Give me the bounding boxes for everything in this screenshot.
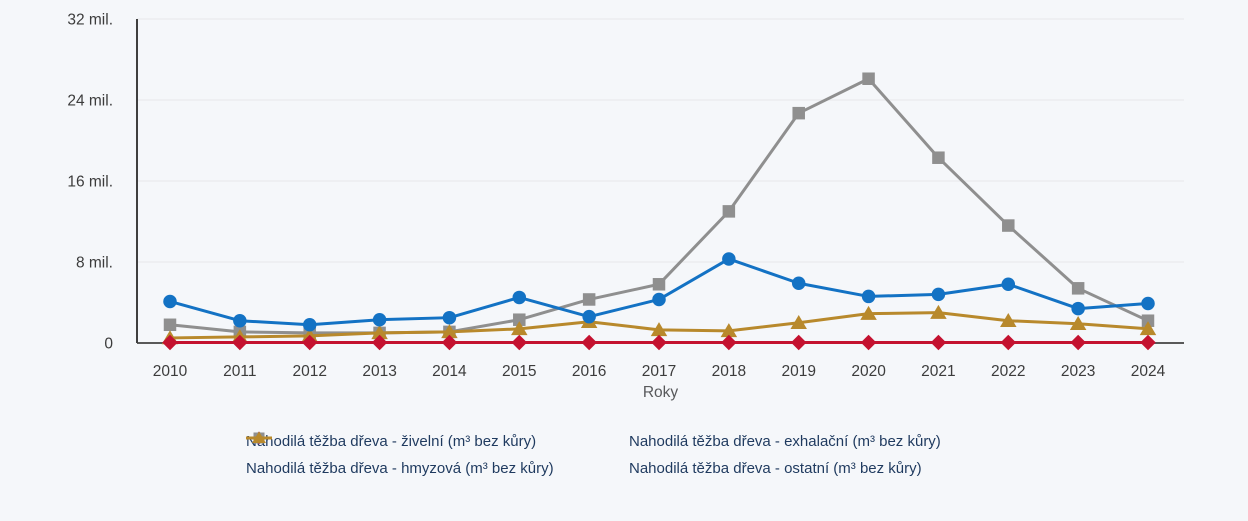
square-marker xyxy=(513,313,526,326)
circle-marker xyxy=(302,318,317,332)
diamond-marker xyxy=(581,334,597,351)
x-tick-label: 2018 xyxy=(712,363,746,380)
square-marker xyxy=(1002,219,1015,232)
triangle-marker xyxy=(790,315,807,329)
legend-label: Nahodilá těžba dřeva - ostatní (m³ bez k… xyxy=(629,459,922,477)
diamond-marker xyxy=(1000,334,1017,351)
x-tick-label: 2019 xyxy=(781,363,815,380)
circle-marker xyxy=(652,292,666,307)
x-tick-label: 2024 xyxy=(1131,363,1166,380)
y-tick-label: 24 mil. xyxy=(67,93,113,110)
circle-marker xyxy=(163,294,177,309)
square-marker xyxy=(652,278,666,291)
diamond-marker xyxy=(860,334,877,351)
y-tick-label: 32 mil. xyxy=(67,12,113,29)
x-tick-label: 2014 xyxy=(432,363,467,380)
square-marker xyxy=(932,151,945,164)
legend-label: Nahodilá těžba dřeva - hmyzová (m³ bez k… xyxy=(246,459,554,477)
y-tick-label: 16 mil. xyxy=(67,174,113,191)
square-marker xyxy=(862,72,875,85)
triangle-marker xyxy=(720,323,738,338)
legend-item-hmyzova[interactable]: Nahodilá těžba dřeva - hmyzová (m³ bez k… xyxy=(246,432,629,479)
triangle-marker xyxy=(441,324,458,339)
square-marker xyxy=(722,205,736,218)
square-marker xyxy=(1141,314,1155,327)
circle-marker xyxy=(931,287,946,302)
triangle-marker xyxy=(930,304,947,319)
legend-label: Nahodilá těžba dřeva - exhalační (m³ bez… xyxy=(629,432,941,450)
x-tick-label: 2011 xyxy=(223,363,256,380)
square-marker xyxy=(792,106,805,120)
circle-marker xyxy=(1071,301,1085,316)
circle-marker xyxy=(791,276,806,291)
series-line-zivelni xyxy=(169,257,1149,327)
square-marker xyxy=(1071,282,1085,295)
legend-item-exhalacni[interactable]: Nahodilá těžba dřeva - exhalační (m³ bez… xyxy=(246,430,941,452)
circle-marker xyxy=(722,252,736,266)
x-tick-label: 2023 xyxy=(1061,363,1095,380)
circle-marker xyxy=(1001,277,1016,292)
x-tick-label: 2022 xyxy=(991,363,1025,380)
circle-marker xyxy=(861,289,876,304)
diamond-marker xyxy=(930,334,947,351)
triangle-marker xyxy=(1069,316,1087,331)
square-marker xyxy=(582,293,596,306)
triangle-icon xyxy=(252,431,266,443)
y-tick-label: 0 xyxy=(104,336,113,353)
diamond-marker xyxy=(232,334,248,351)
y-tick-label: 8 mil. xyxy=(76,255,113,272)
triangle-marker xyxy=(371,325,388,340)
circle-marker xyxy=(442,310,457,325)
circle-marker xyxy=(372,312,387,327)
x-tick-label: 2013 xyxy=(362,363,396,380)
legend-label: Nahodilá těžba dřeva - živelní (m³ bez k… xyxy=(246,432,537,450)
diamond-marker xyxy=(441,334,458,351)
triangle-marker xyxy=(650,322,668,337)
triangle-marker xyxy=(1139,321,1157,336)
diamond-marker xyxy=(1070,334,1086,351)
diamond-marker xyxy=(651,334,667,351)
diamond-marker xyxy=(511,334,528,351)
triangle-legend-icon xyxy=(246,431,272,443)
x-tick-label: 2010 xyxy=(153,363,188,380)
square-marker xyxy=(163,318,177,332)
circle-marker xyxy=(582,309,596,324)
triangle-marker xyxy=(1000,312,1017,327)
diamond-marker xyxy=(1140,334,1156,351)
x-tick-label: 2017 xyxy=(642,363,676,380)
x-tick-label: 2020 xyxy=(851,363,886,380)
x-tick-label: 2016 xyxy=(572,363,606,380)
triangle-marker xyxy=(511,321,528,336)
x-axis-title: Roky xyxy=(642,384,679,401)
diamond-marker xyxy=(301,334,318,351)
chart-legend: Nahodilá těžba dřeva - živelní (m³ bez k… xyxy=(246,430,941,479)
circle-marker xyxy=(512,290,527,305)
legend-item-zivelni[interactable]: Nahodilá těžba dřeva - živelní (m³ bez k… xyxy=(246,430,629,452)
triangle-marker xyxy=(860,305,877,320)
circle-marker xyxy=(1141,296,1155,311)
diamond-marker xyxy=(162,334,178,351)
diamond-marker xyxy=(371,334,388,351)
diamond-marker xyxy=(721,334,737,351)
x-tick-label: 2015 xyxy=(502,363,536,380)
x-tick-label: 2021 xyxy=(921,363,955,380)
diamond-marker xyxy=(790,334,807,351)
circle-marker xyxy=(233,313,247,328)
legend-item-ostatni[interactable]: Nahodilá těžba dřeva - ostatní (m³ bez k… xyxy=(246,431,941,479)
x-tick-label: 2012 xyxy=(292,363,326,380)
